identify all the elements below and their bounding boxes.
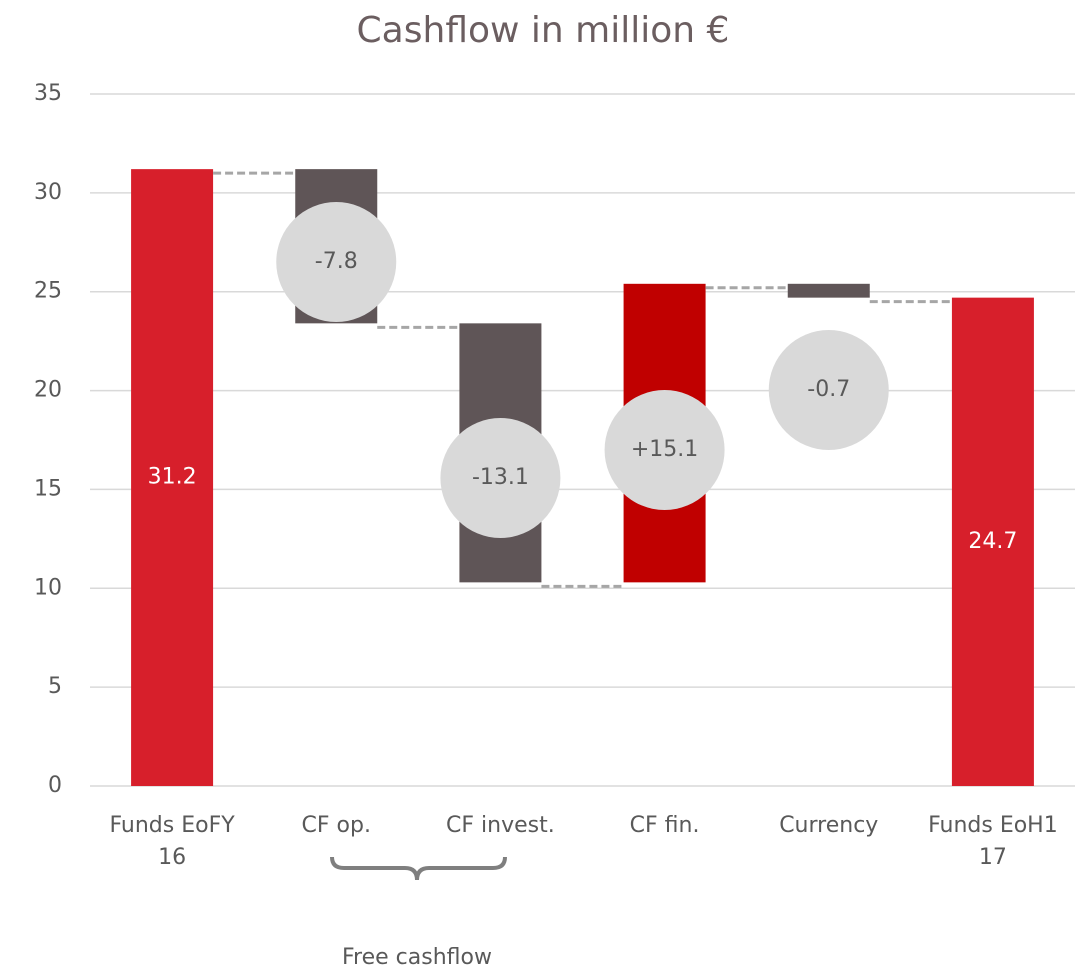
y-tick-label: 35 bbox=[34, 81, 62, 106]
x-tick-label: CF op. bbox=[301, 813, 371, 838]
x-tick-label: CF invest. bbox=[446, 813, 555, 838]
label-bubble bbox=[604, 390, 725, 510]
bar bbox=[131, 169, 214, 787]
data-label: 24.7 bbox=[968, 529, 1017, 554]
data-label: +15.1 bbox=[631, 437, 698, 462]
label-bubble bbox=[276, 202, 397, 322]
label-bubble bbox=[440, 418, 561, 538]
label-bubble bbox=[768, 330, 889, 450]
annotation: Free cashflow bbox=[342, 945, 492, 970]
data-label: 31.2 bbox=[148, 465, 197, 490]
bracket bbox=[330, 856, 507, 881]
y-tick-label: 15 bbox=[34, 476, 62, 501]
data-label: -7.8 bbox=[315, 249, 358, 274]
x-tick-label: CF fin. bbox=[629, 813, 700, 838]
x-tick-label: Currency bbox=[779, 813, 879, 838]
bar bbox=[951, 297, 1034, 786]
y-tick-label: 30 bbox=[34, 180, 62, 205]
data-label: -0.7 bbox=[807, 377, 850, 402]
bar bbox=[787, 283, 870, 298]
y-tick-label: 10 bbox=[34, 575, 62, 600]
chart-title: Cashflow in million € bbox=[357, 10, 730, 51]
y-tick-label: 25 bbox=[34, 279, 62, 304]
y-tick-label: 5 bbox=[48, 674, 62, 699]
x-tick-label: Funds EoFY 16 bbox=[109, 813, 235, 870]
data-label: -13.1 bbox=[472, 465, 529, 490]
y-tick-label: 0 bbox=[48, 773, 62, 798]
y-tick-label: 20 bbox=[34, 378, 62, 403]
x-tick-label: Funds EoH1 17 bbox=[928, 813, 1058, 870]
